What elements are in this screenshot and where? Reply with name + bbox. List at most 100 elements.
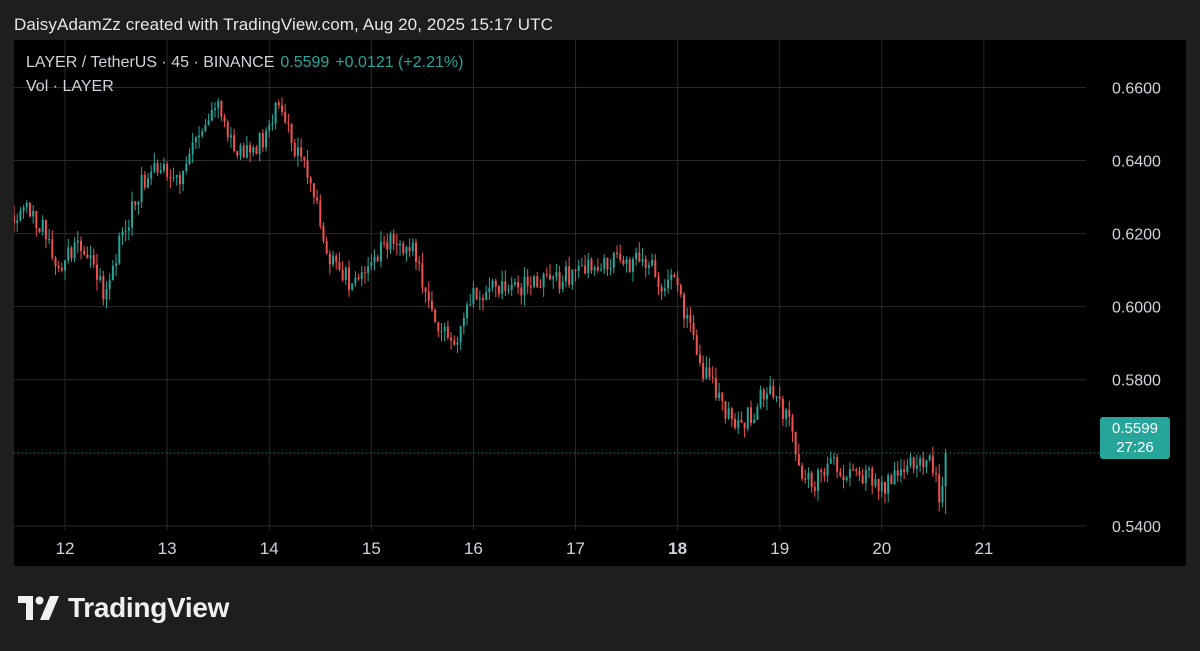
candle-body: [472, 287, 475, 305]
candle-body: [526, 276, 529, 287]
candle-body: [443, 326, 446, 332]
candle-body: [459, 326, 462, 343]
candle-body: [654, 260, 657, 277]
candle-body: [137, 201, 140, 205]
candle-body: [635, 252, 638, 260]
candle-body: [478, 298, 481, 300]
candle-body: [497, 286, 500, 294]
candle-body: [249, 145, 252, 153]
axes: 0.6600 0.6400 0.6200 0.6000 0.5800 0.5400 12 13…: [56, 80, 1161, 558]
candle-body: [647, 265, 650, 268]
candle-body: [507, 289, 510, 291]
candle-body: [625, 259, 628, 265]
candle-body: [596, 267, 599, 271]
grid-lines: [14, 40, 1100, 530]
candle-body: [188, 154, 191, 165]
candle-body: [842, 475, 845, 481]
candle-body: [871, 468, 874, 486]
candle-body: [51, 239, 54, 258]
candle-body: [510, 284, 513, 290]
candle-body: [166, 163, 169, 177]
candle-body: [580, 265, 583, 267]
candle-body: [558, 272, 561, 289]
candle-body: [341, 269, 344, 280]
candle-body: [797, 454, 800, 466]
candle-body: [255, 147, 258, 154]
candle-body: [657, 276, 660, 288]
candle-body: [641, 259, 644, 262]
symbol-info[interactable]: LAYER / TetherUS · 45 · BINANCE: [26, 54, 275, 71]
candle-body: [185, 164, 188, 171]
candle-body: [631, 259, 634, 272]
candle-body: [64, 260, 67, 271]
candle-body: [38, 228, 41, 232]
candle-body: [363, 272, 366, 274]
candle-body: [67, 247, 70, 261]
candle-body: [877, 479, 880, 492]
candle-body: [309, 177, 312, 184]
candle-body: [488, 287, 491, 292]
chart-panel[interactable]: 0.6600 0.6400 0.6200 0.6000 0.5800 0.5400 12 13…: [14, 40, 1186, 566]
candle-body: [99, 276, 102, 280]
candle-body: [453, 340, 456, 345]
legend-change: +0.0121 (+2.21%): [335, 54, 464, 71]
candles: [14, 97, 947, 515]
candle-body: [80, 240, 82, 251]
tradingview-logo-icon: [18, 596, 59, 620]
y-tick-label: 0.5800: [1112, 373, 1161, 390]
candle-body: [890, 475, 893, 485]
candle-body: [759, 389, 762, 408]
candle-body: [344, 267, 347, 280]
candle-body: [405, 247, 408, 254]
candle-body: [689, 314, 692, 323]
candle-body: [182, 170, 185, 185]
candle-body: [293, 142, 296, 156]
candle-body: [328, 253, 331, 265]
candle-body: [568, 266, 571, 285]
candle-body: [229, 135, 232, 138]
candle-body: [54, 257, 57, 266]
candle-body: [915, 465, 918, 469]
candle-body: [855, 469, 858, 471]
candle-body: [287, 122, 290, 124]
candle-body: [928, 455, 931, 461]
candle-body: [261, 133, 264, 148]
candle-body: [651, 260, 654, 266]
volume-legend[interactable]: Vol · LAYER: [26, 78, 114, 95]
candle-body: [555, 272, 558, 277]
candlestick-chart[interactable]: 0.6600 0.6400 0.6200 0.6000 0.5800 0.5400 12 13…: [14, 40, 1186, 566]
candle-body: [271, 123, 274, 125]
candle-body: [679, 285, 682, 295]
candle-body: [616, 252, 618, 255]
candle-body: [105, 288, 108, 300]
x-tick-label: 16: [464, 539, 483, 558]
candle-body: [70, 247, 73, 259]
candle-body: [606, 257, 609, 270]
candle-body: [494, 280, 497, 287]
candle-body: [172, 177, 175, 179]
candle-body: [826, 463, 829, 476]
candle-body: [663, 288, 666, 292]
candle-body: [781, 398, 784, 419]
brand-logo[interactable]: TradingView: [18, 592, 229, 624]
candle-body: [804, 478, 807, 480]
candle-body: [226, 122, 229, 138]
candle-body: [922, 458, 925, 468]
candle-body: [925, 460, 928, 468]
candle-body: [204, 124, 207, 132]
candle-body: [450, 337, 453, 341]
candle-body: [899, 469, 902, 476]
candle-body: [577, 265, 580, 272]
candle-body: [118, 235, 121, 264]
candle-body: [845, 477, 848, 481]
candle-body: [383, 242, 386, 244]
candle-body: [134, 201, 137, 205]
candle-body: [281, 105, 283, 112]
candle-body: [695, 335, 698, 355]
candle-body: [513, 282, 516, 285]
candle-body: [395, 243, 398, 246]
candle-body: [714, 378, 717, 399]
candle-body: [402, 243, 405, 254]
candle-body: [376, 256, 379, 262]
candle-body: [379, 242, 382, 262]
